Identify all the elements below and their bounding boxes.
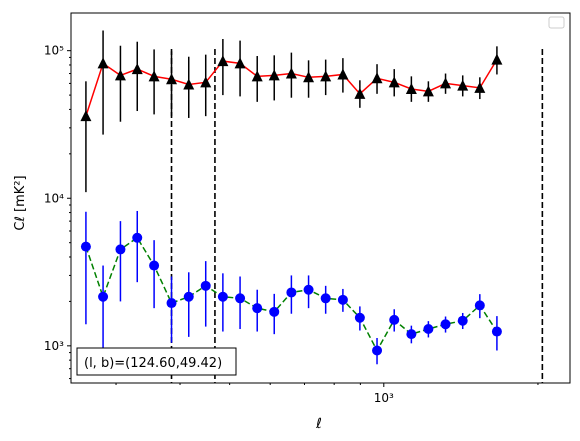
data-point-circle: [252, 303, 263, 314]
y-tick-label: 10⁴: [44, 191, 64, 205]
series-2: [80, 210, 502, 365]
data-point-triangle: [166, 73, 178, 85]
x-axis-label: ℓ: [315, 416, 322, 432]
data-point-circle: [200, 280, 211, 291]
data-point-triangle: [148, 70, 160, 82]
data-point-circle: [183, 291, 194, 302]
data-point-circle: [149, 260, 160, 271]
data-point-circle: [389, 314, 400, 325]
data-point-triangle: [268, 69, 280, 81]
legend-box: [548, 16, 565, 29]
data-point-triangle: [474, 81, 486, 93]
data-point-triangle: [200, 76, 212, 88]
data-point-circle: [372, 345, 383, 356]
data-point-triangle: [354, 87, 366, 99]
data-point-triangle: [217, 55, 229, 67]
data-point-triangle: [422, 85, 434, 97]
data-point-triangle: [457, 79, 469, 91]
data-point-triangle: [371, 72, 383, 84]
data-point-triangle: [405, 82, 417, 94]
y-tick-label: 10⁵: [44, 44, 64, 58]
data-point-circle: [474, 300, 485, 311]
data-point-triangle: [131, 63, 143, 75]
data-point-triangle: [251, 70, 263, 82]
series-layer: [80, 30, 503, 365]
axis-ticks: 10³ 10³ 10⁴ 10⁵: [44, 44, 539, 405]
data-point-circle: [235, 293, 246, 304]
data-point-circle: [320, 293, 331, 304]
data-point-triangle: [303, 71, 315, 83]
data-point-circle: [269, 306, 280, 317]
data-point-triangle: [80, 110, 92, 122]
data-point-circle: [303, 284, 314, 295]
data-point-circle: [491, 326, 502, 337]
data-point-triangle: [183, 78, 195, 90]
data-point-triangle: [440, 77, 452, 89]
data-point-circle: [457, 315, 468, 326]
data-point-triangle: [285, 67, 297, 79]
data-point-triangle: [388, 76, 400, 88]
data-point-triangle: [234, 57, 246, 69]
data-point-circle: [337, 294, 348, 305]
data-point-circle: [354, 312, 365, 323]
data-point-circle: [166, 298, 177, 309]
series-1: [80, 30, 503, 193]
annotation-box: (l, b)=(124.60,49.42): [76, 347, 237, 376]
x-tick-label: 10³: [374, 391, 394, 405]
data-point-triangle: [114, 69, 126, 81]
data-point-circle: [406, 329, 417, 340]
annotation-text: (l, b)=(124.60,49.42): [84, 356, 222, 371]
y-axis-label: Cℓ [mK²]: [13, 175, 28, 230]
data-point-circle: [217, 291, 228, 302]
data-point-circle: [80, 241, 91, 252]
y-tick-label: 10³: [44, 339, 64, 353]
data-point-triangle: [337, 68, 349, 80]
vertical-lines: [170, 49, 544, 383]
data-point-circle: [115, 244, 126, 255]
data-point-circle: [423, 324, 434, 335]
data-point-circle: [132, 232, 143, 243]
data-point-circle: [98, 291, 109, 302]
data-point-triangle: [491, 53, 503, 65]
data-point-circle: [286, 287, 297, 298]
data-point-circle: [440, 319, 451, 330]
data-point-triangle: [97, 57, 109, 69]
data-point-triangle: [320, 70, 332, 82]
